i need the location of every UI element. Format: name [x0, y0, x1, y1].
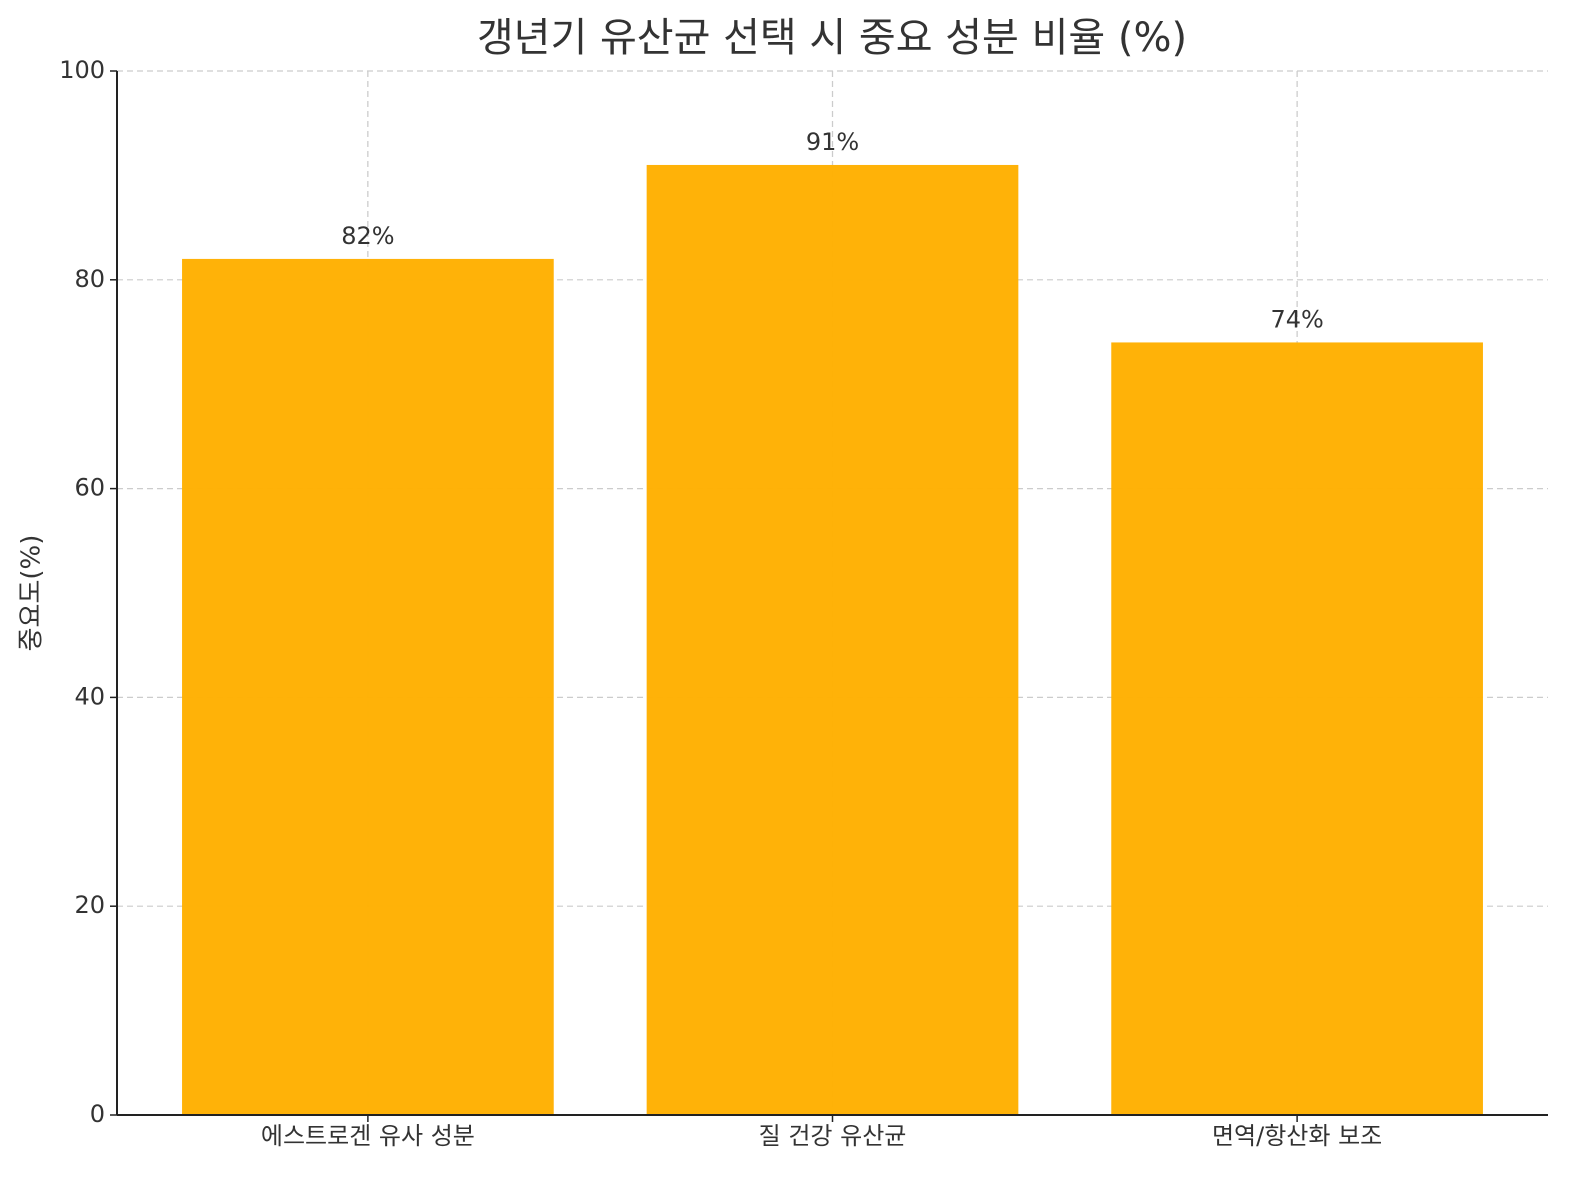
value-label: 91% — [806, 128, 859, 156]
y-tick-label: 100 — [59, 56, 105, 84]
y-tick-label: 40 — [74, 682, 105, 710]
y-tick-label: 80 — [74, 265, 105, 293]
y-tick-label: 20 — [74, 891, 105, 919]
value-label: 74% — [1270, 305, 1323, 333]
x-tick-label: 면역/항산화 보조 — [1212, 1122, 1382, 1150]
y-tick-label: 0 — [90, 1100, 105, 1128]
bar — [182, 258, 554, 1115]
bar — [646, 164, 1019, 1115]
y-axis-label: 중요도(%) — [17, 535, 47, 652]
x-tick-label: 질 건강 유산균 — [759, 1122, 907, 1150]
x-tick-label: 에스트로겐 유사 성분 — [261, 1122, 475, 1150]
y-tick-label: 60 — [74, 474, 105, 502]
value-label: 82% — [341, 222, 394, 250]
chart-title: 갱년기 유산균 선택 시 중요 성분 비율 (%) — [477, 15, 1187, 61]
bar — [1111, 342, 1483, 1115]
